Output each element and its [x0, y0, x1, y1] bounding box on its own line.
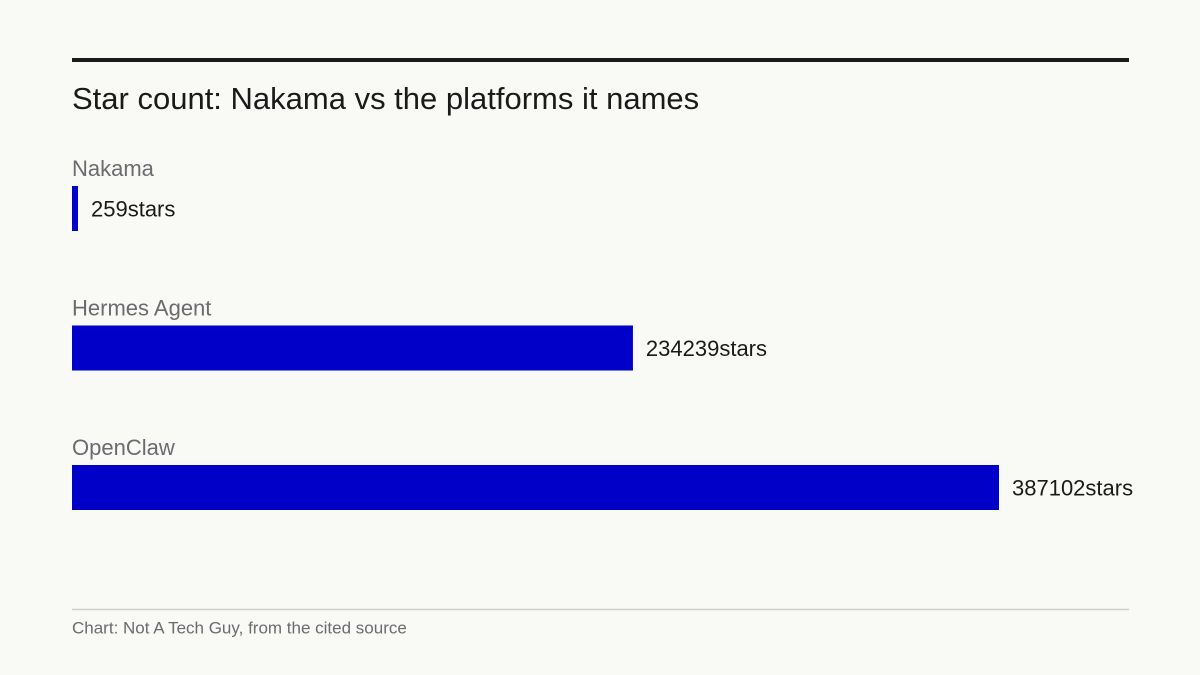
bar — [72, 186, 78, 231]
value-label: 259stars — [91, 196, 175, 221]
category-label: OpenClaw — [72, 435, 175, 460]
source-note: Chart: Not A Tech Guy, from the cited so… — [72, 618, 407, 637]
bar — [72, 325, 633, 371]
chart-title: Star count: Nakama vs the platforms it n… — [72, 81, 699, 116]
category-label: Hermes Agent — [72, 295, 211, 320]
top-rule — [72, 58, 1129, 62]
value-label: 387102stars — [1012, 475, 1133, 500]
bar — [72, 465, 999, 510]
value-label: 234239stars — [646, 336, 767, 361]
category-label: Nakama — [72, 156, 155, 181]
